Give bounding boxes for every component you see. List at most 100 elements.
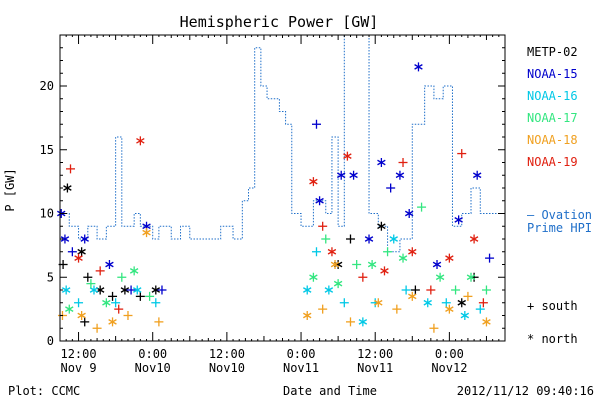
data-point [432,260,442,269]
data-point [66,164,76,174]
data-point [126,285,136,295]
data-point [95,285,105,295]
data-point [61,285,71,295]
data-point [86,279,96,289]
x-tick-label-date: Nov11 [283,361,319,375]
data-point [129,266,139,276]
data-point [386,183,396,193]
data-point [349,170,358,180]
legend-entry: NOAA-15 [527,67,578,81]
data-point [410,285,420,295]
data-point [74,253,83,263]
data-point [117,272,127,282]
data-point [401,285,411,295]
data-point [367,260,377,269]
data-point [466,272,476,282]
data-point [414,62,423,72]
data-point [380,266,389,276]
legend-entry: NOAA-18 [527,133,578,147]
data-point [408,247,417,257]
data-point [451,285,461,295]
data-point [426,285,436,295]
data-point [481,285,491,295]
y-tick-label: 0 [47,334,54,348]
data-point [336,170,346,180]
data-point [345,234,355,244]
x-tick-label-date: Nov11 [357,361,393,375]
data-point [318,304,328,314]
data-point [457,298,466,308]
data-point [102,298,111,308]
timestamp: 2012/11/12 09:40:16 [457,384,594,398]
x-tick-label-date: Nov 9 [60,361,96,375]
data-point [136,136,145,146]
data-point [333,279,343,289]
data-point [485,253,495,263]
data-point [83,272,93,282]
satellite-points [57,62,495,333]
legend-entry: NOAA-16 [527,89,578,103]
x-tick-label-time: 12:00 [60,347,96,361]
data-point [330,260,340,269]
legend-entry: NOAA-19 [527,155,578,169]
x-axis-label: Date and Time [283,384,377,398]
data-point [324,285,334,295]
legend: METP-02 NOAA-15 NOAA-16 NOAA-17 NOAA-18 NOAA-… [527,45,592,346]
data-point [472,170,482,180]
ovation-prime-hpi-line [60,34,505,253]
data-point [151,285,161,295]
y-tick-label: 10 [40,207,54,221]
data-point [142,228,151,238]
data-point [475,304,485,314]
data-point [311,247,321,257]
data-point [309,272,318,282]
data-point [398,158,408,167]
y-axis-label: P [GW] [3,168,17,211]
data-point [309,177,318,187]
data-point [469,234,479,244]
data-point [398,253,408,263]
legend-marker-south: + south [527,299,578,313]
data-point [417,202,427,212]
data-point [80,234,89,244]
data-point [123,311,133,320]
data-point [77,311,86,320]
data-point [352,260,362,269]
data-point [80,317,90,327]
data-point [408,291,417,301]
data-point [303,311,312,320]
chart-title: Hemispheric Power [GW] [180,13,379,31]
data-point [108,291,118,301]
y-tick-label: 20 [40,79,54,93]
data-point [108,317,117,327]
data-point [392,304,402,314]
data-point [395,170,405,180]
data-point [377,158,386,167]
data-point [345,317,355,327]
data-point [154,317,164,327]
data-point [374,298,383,308]
data-point [315,196,324,206]
data-point [457,149,467,159]
data-point [135,291,145,301]
data-point [404,209,414,218]
data-point [157,285,167,295]
data-point [460,311,470,320]
plot-credit: Plot: CCMC [8,384,80,398]
data-point [92,323,102,333]
x-tick-label-time: 0:00 [138,347,167,361]
data-point [364,234,374,244]
x-tick-label-date: Nov10 [209,361,245,375]
data-point [358,317,368,327]
legend-marker-north: * north [527,332,578,346]
x-tick-label-time: 12:00 [357,347,393,361]
legend-ovation-line1: — Ovation [527,208,592,222]
data-point [445,304,454,314]
data-point [111,298,121,308]
data-point [89,285,99,295]
data-point [318,221,328,231]
data-point [358,272,368,282]
data-point [303,285,312,295]
data-point [445,253,454,263]
